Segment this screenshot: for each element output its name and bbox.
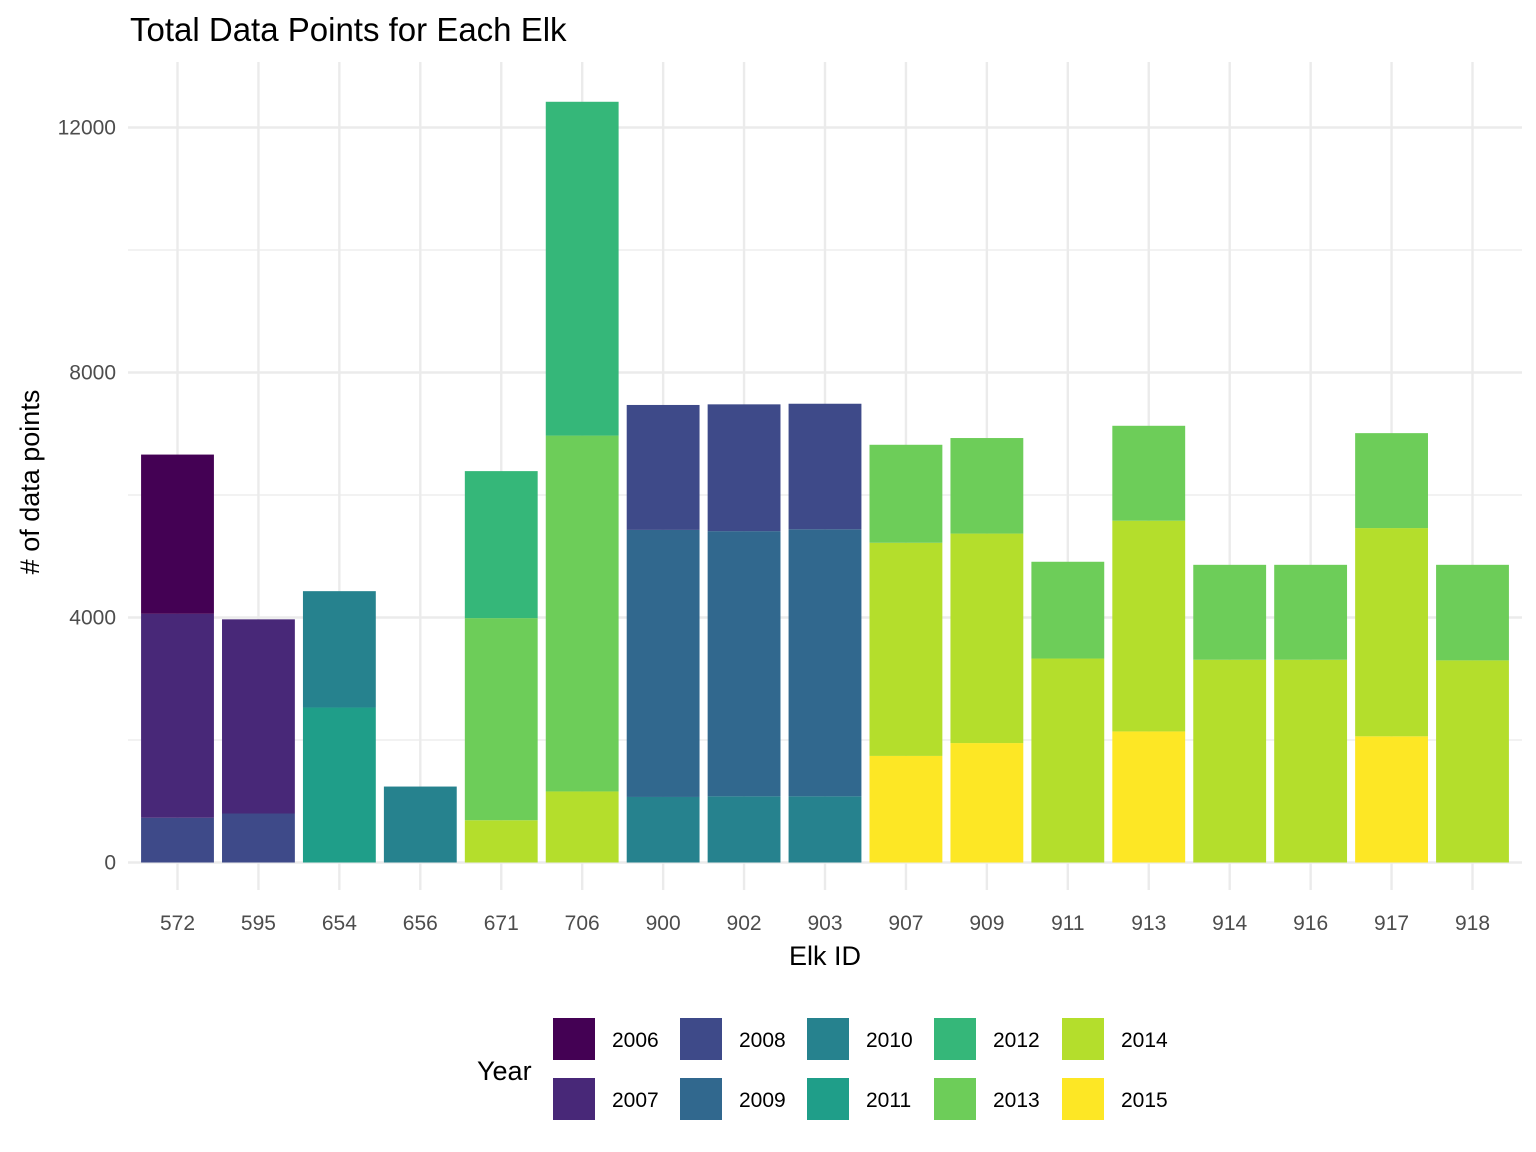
x-tick-label: 900 bbox=[646, 912, 681, 935]
bar-segment-911-2014 bbox=[1031, 658, 1105, 863]
bar-segment-902-2008 bbox=[707, 404, 781, 532]
legend-label-2011: 2011 bbox=[866, 1089, 911, 1112]
bar-segment-903-2010 bbox=[788, 796, 862, 863]
bar-segment-902-2010 bbox=[707, 796, 781, 863]
x-tick-label: 671 bbox=[484, 912, 519, 935]
bar-segment-572-2007 bbox=[141, 613, 214, 818]
bar-segment-916-2014 bbox=[1274, 659, 1348, 863]
bar-segment-914-2013 bbox=[1193, 564, 1267, 660]
legend-key-2015 bbox=[1062, 1078, 1104, 1120]
bar-segment-909-2013 bbox=[950, 438, 1024, 534]
bar-segment-913-2013 bbox=[1112, 425, 1186, 521]
bar-segment-907-2015 bbox=[869, 755, 943, 863]
bar-segment-909-2014 bbox=[950, 533, 1024, 744]
legend-label-2009: 2009 bbox=[739, 1089, 786, 1112]
bar-segment-900-2008 bbox=[626, 404, 700, 530]
bar-segment-656-2010 bbox=[383, 786, 457, 863]
bar-segment-917-2015 bbox=[1355, 736, 1428, 863]
bar-segment-706-2012 bbox=[545, 101, 619, 436]
legend-label-2010: 2010 bbox=[866, 1029, 913, 1052]
x-tick-label: 917 bbox=[1374, 912, 1409, 935]
bar-segment-914-2014 bbox=[1193, 659, 1267, 863]
y-axis-ticks: 0 4000 8000 12000 bbox=[58, 117, 116, 875]
bar-segment-671-2014 bbox=[464, 820, 538, 863]
legend-key-2011 bbox=[807, 1078, 849, 1120]
legend-label-2012: 2012 bbox=[993, 1029, 1040, 1052]
x-tick-label: 913 bbox=[1131, 912, 1166, 935]
x-tick-label: 572 bbox=[160, 912, 195, 935]
x-tick-label: 914 bbox=[1212, 912, 1247, 935]
legend: Year 2006 2007 2008 2009 2010 2011 2012 2013 201… bbox=[477, 1018, 1168, 1120]
legend-key-2014 bbox=[1062, 1018, 1104, 1060]
x-tick-label: 911 bbox=[1051, 912, 1084, 935]
legend-key-2008 bbox=[680, 1018, 722, 1060]
x-tick-label: 907 bbox=[888, 912, 923, 935]
bar-segment-916-2013 bbox=[1274, 564, 1348, 660]
legend-label-2015: 2015 bbox=[1121, 1089, 1168, 1112]
legend-key-2009 bbox=[680, 1078, 722, 1120]
bar-segment-572-2006 bbox=[141, 454, 214, 614]
bar-segment-917-2013 bbox=[1355, 433, 1428, 529]
bar-segment-654-2010 bbox=[302, 591, 376, 708]
x-tick-label: 902 bbox=[727, 912, 762, 935]
bar-segment-900-2009 bbox=[626, 529, 700, 797]
bar-segment-918-2014 bbox=[1436, 660, 1509, 863]
bar-segment-572-2008 bbox=[141, 817, 214, 863]
legend-label-2014: 2014 bbox=[1121, 1029, 1168, 1052]
legend-key-2013 bbox=[934, 1078, 976, 1120]
y-tick-label: 12000 bbox=[58, 117, 116, 140]
bar-segment-903-2008 bbox=[788, 403, 862, 530]
legend-label-2008: 2008 bbox=[739, 1029, 786, 1052]
x-tick-label: 909 bbox=[969, 912, 1004, 935]
bar-segment-913-2015 bbox=[1112, 731, 1186, 863]
bar-segment-902-2009 bbox=[707, 531, 781, 797]
legend-title: Year bbox=[477, 1056, 532, 1086]
legend-key-2012 bbox=[934, 1018, 976, 1060]
x-tick-label: 656 bbox=[403, 912, 438, 935]
bar-segment-595-2007 bbox=[222, 619, 295, 814]
x-tick-label: 595 bbox=[241, 912, 276, 935]
bar-segment-903-2009 bbox=[788, 529, 862, 797]
x-tick-label: 916 bbox=[1293, 912, 1328, 935]
bars bbox=[141, 101, 1509, 863]
y-tick-label: 8000 bbox=[69, 362, 116, 385]
x-tick-label: 918 bbox=[1455, 912, 1490, 935]
bar-segment-900-2010 bbox=[626, 796, 700, 863]
y-tick-label: 4000 bbox=[69, 607, 116, 630]
legend-label-2007: 2007 bbox=[612, 1089, 659, 1112]
bar-segment-671-2013 bbox=[464, 618, 538, 821]
bar-segment-595-2008 bbox=[222, 813, 295, 863]
x-axis-ticks: 572 595 654 656 671 706 900 902 903 907 909 911 913 9… bbox=[160, 912, 1490, 935]
bar-segment-907-2014 bbox=[869, 542, 943, 756]
legend-label-2006: 2006 bbox=[612, 1029, 659, 1052]
legend-key-2010 bbox=[807, 1018, 849, 1060]
legend-items: 2006 2007 2008 2009 2010 2011 2012 2013 2014 2015 bbox=[553, 1018, 1168, 1120]
x-tick-label: 706 bbox=[565, 912, 600, 935]
bar-segment-654-2011 bbox=[302, 707, 376, 863]
x-tick-label: 903 bbox=[807, 912, 842, 935]
x-axis-title: Elk ID bbox=[789, 941, 861, 971]
bar-segment-911-2013 bbox=[1031, 561, 1105, 659]
legend-label-2013: 2013 bbox=[993, 1089, 1040, 1112]
legend-key-2006 bbox=[553, 1018, 595, 1060]
chart-title: Total Data Points for Each Elk bbox=[130, 11, 567, 48]
bar-segment-917-2014 bbox=[1355, 528, 1428, 737]
bar-segment-706-2014 bbox=[545, 791, 619, 863]
bar-segment-671-2012 bbox=[464, 471, 538, 619]
bar-segment-706-2013 bbox=[545, 435, 619, 792]
legend-key-2007 bbox=[553, 1078, 595, 1120]
bar-segment-913-2014 bbox=[1112, 520, 1186, 732]
bar-segment-907-2013 bbox=[869, 444, 943, 543]
y-axis-title: # of data points bbox=[15, 390, 45, 575]
bar-segment-909-2015 bbox=[950, 743, 1024, 863]
x-tick-label: 654 bbox=[322, 912, 357, 935]
y-tick-label: 0 bbox=[104, 852, 116, 875]
bar-segment-918-2013 bbox=[1436, 564, 1509, 661]
